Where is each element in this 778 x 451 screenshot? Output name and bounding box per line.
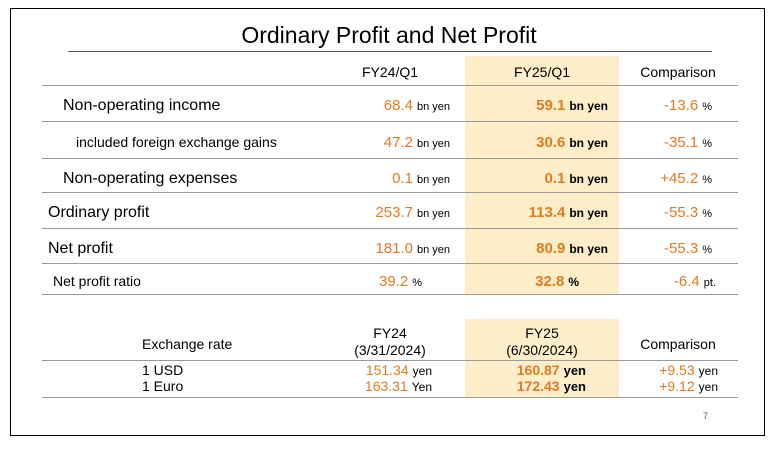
row-prev-value: 68.4 bn yen [383,97,450,114]
row-rule [42,294,738,295]
fx-cmp-value: +9.12 yen [659,378,718,394]
current-fx-column-highlight [465,319,619,397]
row-curr-value: 59.1 bn yen [536,97,608,114]
row-cmp-value: -13.6% [664,97,712,114]
row-rule [42,228,738,229]
row-curr-value: 0.1 bn yen [544,170,608,187]
row-cmp-value: -6.4 pt. [673,273,716,290]
fx-curr-value: 160.87 yen [516,362,586,378]
header-curr: FY25/Q1 [513,64,571,80]
fx-prev-value: 151.34 yen [365,362,432,378]
row-curr-value: 32.8% [535,273,579,290]
fx-header-prev: FY24 (3/31/2024) [354,325,426,358]
fx-label: Exchange rate [142,336,233,352]
fx-header-curr: FY25 (6/30/2024) [506,325,578,358]
fx-header-rule [42,360,738,361]
fx-bottom-rule [42,397,738,398]
row-cmp-value: -35.1% [664,134,712,151]
row-prev-value: 47.2 bn yen [383,134,450,151]
row-label-net-profit: Net profit [48,240,113,257]
slide-title: Ordinary Profit and Net Profit [241,22,537,48]
fx-row-label-usd: 1 USD [142,362,184,378]
row-prev-value: 39.2% [379,273,422,290]
header-rule [42,85,738,86]
row-cmp-value: +45.2% [660,170,712,187]
row-label-ordinary-profit: Ordinary profit [48,204,150,221]
row-label-non-operating-expenses: Non-operating expenses [63,170,238,187]
fx-row-label-euro: 1 Euro [142,378,184,394]
fx-curr-value: 172.43 yen [516,378,586,394]
row-curr-value: 80.9 bn yen [536,240,608,257]
fx-header-comparison: Comparison [640,336,716,352]
fx-prev-value: 163.31 Yen [364,378,432,394]
fx-cmp-value: +9.53 yen [659,362,718,378]
row-rule [42,158,738,159]
row-prev-value: 181.0 bn yen [375,240,450,257]
row-prev-value: 253.7 bn yen [375,204,450,221]
row-label-fx-gains: included foreign exchange gains [76,134,277,150]
row-cmp-value: -55.3% [664,204,712,221]
row-curr-value: 30.6 bn yen [536,134,608,151]
page-number: 7 [703,411,709,421]
row-cmp-value: -55.3% [664,240,712,257]
row-prev-value: 0.1 bn yen [392,170,450,187]
current-column-highlight [465,56,619,294]
header-comparison: Comparison [640,64,716,80]
row-rule [42,121,738,122]
row-curr-value: 113.4 bn yen [528,204,608,221]
header-prev: FY24/Q1 [361,64,419,80]
slide-frame [10,8,765,436]
row-label-net-profit-ratio: Net profit ratio [53,273,141,289]
row-rule [42,192,738,193]
row-rule [42,263,738,264]
row-label-non-operating-income: Non-operating income [63,97,221,114]
title-divider [68,51,712,52]
